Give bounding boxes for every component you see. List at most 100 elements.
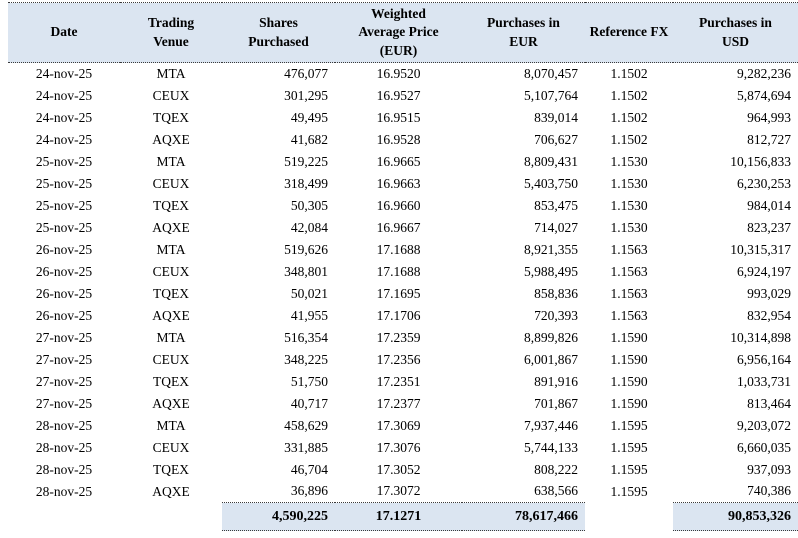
cell: 25-nov-25 [35,153,93,169]
cell: MTA [156,153,186,169]
cell: 16.9527 [376,87,421,103]
cell: 1.1563 [610,241,648,257]
table-row: 26-nov-25 AQXE 41,955 17.1706 720,393 1.1563 8… [8,305,798,327]
cell: 26-nov-25 [35,307,93,323]
cell: 16.9528 [376,131,421,147]
cell: 331,885 [284,439,328,455]
cell: 5,988,495 [524,263,578,279]
cell: 16.9515 [376,109,421,125]
cell: CEUX [152,439,190,455]
cell: AQXE [152,307,190,323]
cell: 1.1530 [610,197,648,213]
cell: 17.1688 [376,263,421,279]
cell: 858,836 [534,285,578,301]
cell: AQXE [152,131,190,147]
cell: 832,954 [747,307,791,323]
cell: 964,993 [747,109,791,125]
cell: 348,225 [284,351,328,367]
cell: 27-nov-25 [35,395,93,411]
table-row: 24-nov-25 MTA 476,077 16.9520 8,070,457 1.150… [8,63,798,85]
cell: MTA [156,241,186,257]
cell: 17.3052 [376,461,421,477]
cell: 24-nov-25 [35,65,93,81]
cell: 9,203,072 [737,417,791,433]
table-row: 25-nov-25 AQXE 42,084 16.9667 714,027 1.1530 8… [8,217,798,239]
cell: 16.9520 [376,65,421,81]
cell: 17.2377 [376,395,421,411]
cell: 348,801 [284,263,328,279]
cell: 519,225 [284,153,328,169]
table-row: 25-nov-25 TQEX 50,305 16.9660 853,475 1.1530 9… [8,195,798,217]
cell: 6,956,164 [737,351,791,367]
cell: 27-nov-25 [35,329,93,345]
cell: CEUX [152,351,190,367]
column-header-purchases-in-eur: Purchases in EUR [462,2,585,63]
cell: 17.3076 [376,439,421,455]
total-row: 4,590,225 17.1271 78,617,466 90,853,326 [8,502,798,531]
cell: 6,924,197 [737,263,791,279]
cell: 1.1502 [610,131,648,147]
cell: 1.1595 [610,461,648,477]
cell: AQXE [152,483,190,499]
cell: 9,282,236 [737,65,791,81]
cell: 937,093 [747,461,791,477]
cell: 28-nov-25 [35,461,93,477]
cell: 36,896 [290,483,328,499]
table-row: 28-nov-25 TQEX 46,704 17.3052 808,222 1.1595 9… [8,459,798,481]
cell: 1.1563 [610,307,648,323]
cell: 1.1595 [610,439,648,455]
cell: 1.1595 [610,417,648,433]
table-row: 26-nov-25 TQEX 50,021 17.1695 858,836 1.1563 9… [8,283,798,305]
cell: 25-nov-25 [35,219,93,235]
column-header-trading-venue: Trading Venue [120,2,222,63]
total-cell: 90,853,326 [673,502,798,531]
cell: 50,305 [290,197,328,213]
cell: 812,727 [747,131,791,147]
cell: MTA [156,329,186,345]
table-row: 27-nov-25 MTA 516,354 17.2359 8,899,826 1.159… [8,327,798,349]
table-footer: 4,590,225 17.1271 78,617,466 90,853,326 [8,502,798,531]
empty-cell [585,503,673,531]
cell: 1.1563 [610,263,648,279]
cell: 1,033,731 [737,373,791,389]
cell: 638,566 [534,483,578,499]
cell: 301,295 [284,87,328,103]
cell: TQEX [153,461,189,477]
cell: 1.1595 [610,483,648,499]
cell: 891,916 [534,373,578,389]
cell: 519,626 [284,241,328,257]
cell: 1.1590 [610,373,648,389]
cell: 41,682 [290,131,328,147]
cell: 516,354 [284,329,328,345]
cell: TQEX [153,285,189,301]
column-header-shares-purchased: Shares Purchased [222,2,335,63]
table-row: 28-nov-25 CEUX 331,885 17.3076 5,744,133 1.15… [8,437,798,459]
cell: 24-nov-25 [35,131,93,147]
cell: 49,495 [290,109,328,125]
column-header-reference-fx: Reference FX [585,2,673,63]
cell: 17.3069 [376,417,421,433]
cell: 26-nov-25 [35,285,93,301]
cell: 1.1502 [610,87,648,103]
cell: 17.2356 [376,351,421,367]
cell: 27-nov-25 [35,351,93,367]
cell: 28-nov-25 [35,439,93,455]
table-row: 25-nov-25 CEUX 318,499 16.9663 5,403,750 1.15… [8,173,798,195]
cell: 10,315,317 [730,241,791,257]
cell: 25-nov-25 [35,175,93,191]
cell: 318,499 [284,175,328,191]
cell: 26-nov-25 [35,241,93,257]
cell: 16.9665 [376,153,421,169]
table-header: Date Trading Venue Shares Purchased Weighte… [8,2,798,63]
cell: 50,021 [290,285,328,301]
cell: 26-nov-25 [35,263,93,279]
total-cell: 17.1271 [335,502,462,531]
cell: 28-nov-25 [35,417,93,433]
table-row: 26-nov-25 MTA 519,626 17.1688 8,921,355 1.156… [8,239,798,261]
cell: 6,230,253 [737,175,791,191]
cell: 853,475 [534,197,578,213]
cell: AQXE [152,219,190,235]
cell: 16.9663 [376,175,421,191]
cell: 5,107,764 [524,87,578,103]
cell: 5,744,133 [524,439,578,455]
